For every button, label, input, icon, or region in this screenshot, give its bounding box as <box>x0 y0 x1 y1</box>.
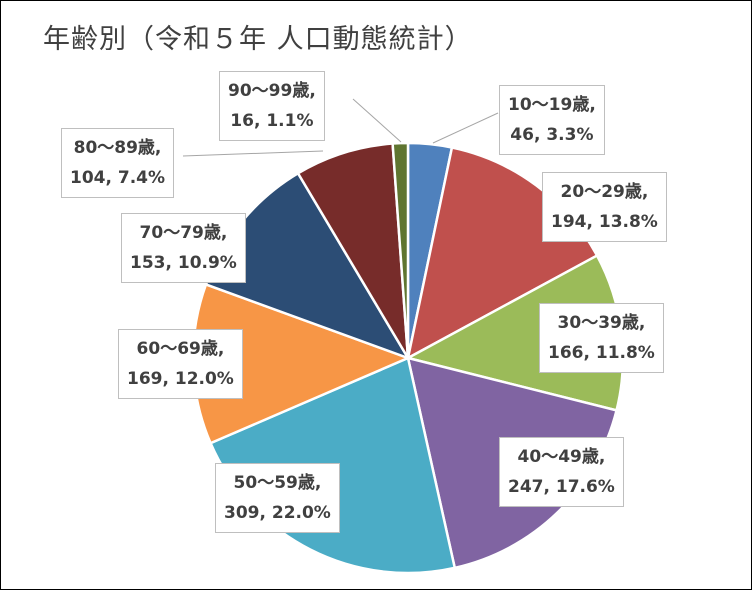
data-label-category: 50～59歳, <box>233 473 322 493</box>
data-label-category: 10～19歳, <box>508 95 596 115</box>
data-label-3: 30～39歳, 166, 11.8% <box>539 303 664 373</box>
data-label-value: 194, 13.8% <box>551 212 658 232</box>
data-label-category: 60～69歳, <box>136 339 225 359</box>
data-label-category: 20～29歳, <box>560 182 649 202</box>
data-label-7: 70～79歳, 153, 10.9% <box>121 213 246 283</box>
pie-slice-8 <box>296 142 410 360</box>
data-label-4: 40～49歳, 247, 17.6% <box>499 437 624 507</box>
data-label-value: 104, 7.4% <box>70 168 166 188</box>
data-label-2: 20～29歳, 194, 13.8% <box>542 172 667 242</box>
data-label-value: 309, 22.0% <box>224 503 331 523</box>
data-label-category: 40～49歳, <box>517 447 606 467</box>
data-label-value: 46, 3.3% <box>510 125 594 145</box>
data-label-8: 80～89歳, 104, 7.4% <box>61 128 175 198</box>
data-label-9: 90～99歳, 16, 1.1% <box>219 71 325 141</box>
data-label-category: 80～89歳, <box>73 138 162 158</box>
leader-line-1 <box>432 112 499 144</box>
data-label-5: 50～59歳, 309, 22.0% <box>215 463 340 533</box>
data-label-value: 169, 12.0% <box>127 369 234 389</box>
data-label-value: 166, 11.8% <box>548 343 655 363</box>
data-label-6: 60～69歳, 169, 12.0% <box>118 329 243 399</box>
data-label-value: 247, 17.6% <box>508 477 615 497</box>
data-label-1: 10～19歳, 46, 3.3% <box>499 85 605 155</box>
data-label-value: 153, 10.9% <box>130 253 237 273</box>
data-label-category: 90～99歳, <box>228 81 316 101</box>
data-label-value: 16, 1.1% <box>230 111 314 131</box>
pie-slice-9 <box>391 141 410 360</box>
leader-line-8 <box>182 150 324 157</box>
data-label-category: 30～39歳, <box>557 313 646 333</box>
data-label-category: 70～79歳, <box>139 223 228 243</box>
leader-line-9 <box>352 98 402 143</box>
chart-title: 年齢別（令和５年 人口動態統計） <box>43 24 473 55</box>
